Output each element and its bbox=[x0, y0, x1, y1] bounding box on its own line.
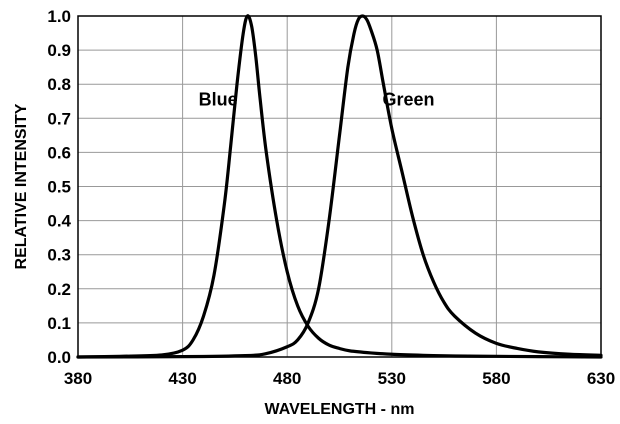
x-axis-label: WAVELENGTH - nm bbox=[265, 401, 415, 418]
x-tick-label: 630 bbox=[587, 369, 615, 388]
x-tick-labels: 380 430 480 530 580 630 bbox=[64, 369, 615, 388]
annotation-blue: Blue bbox=[199, 90, 238, 110]
y-tick-label: 0.9 bbox=[47, 41, 71, 60]
y-tick-label: 1.0 bbox=[47, 7, 71, 26]
x-tick-label: 380 bbox=[64, 369, 92, 388]
x-tick-label: 530 bbox=[378, 369, 406, 388]
series-line-blue bbox=[76, 14, 603, 359]
y-tick-label: 0.8 bbox=[47, 75, 71, 94]
x-tick-label: 480 bbox=[273, 369, 301, 388]
plot-frame bbox=[77, 15, 602, 358]
series-line-green bbox=[76, 14, 603, 359]
y-tick-label: 0.3 bbox=[47, 246, 71, 265]
y-tick-label: 0.2 bbox=[47, 280, 71, 299]
x-tick-label: 580 bbox=[482, 369, 510, 388]
y-tick-label: 0.6 bbox=[47, 143, 71, 162]
grid bbox=[78, 16, 601, 357]
annotations: Blue Green bbox=[199, 90, 435, 110]
y-axis-label: RELATIVE INTENSITY bbox=[13, 103, 30, 269]
y-tick-label: 0.5 bbox=[47, 178, 71, 197]
y-tick-label: 0.7 bbox=[47, 109, 71, 128]
y-tick-labels: 0.0 0.1 0.2 0.3 0.4 0.5 0.6 0.7 0.8 0.9 1.0 bbox=[47, 7, 71, 367]
series bbox=[76, 14, 603, 359]
y-tick-label: 0.4 bbox=[47, 212, 71, 231]
y-tick-label: 0.0 bbox=[47, 348, 71, 367]
x-tick-label: 430 bbox=[168, 369, 196, 388]
annotation-green: Green bbox=[383, 90, 435, 110]
y-tick-label: 0.1 bbox=[47, 314, 71, 333]
